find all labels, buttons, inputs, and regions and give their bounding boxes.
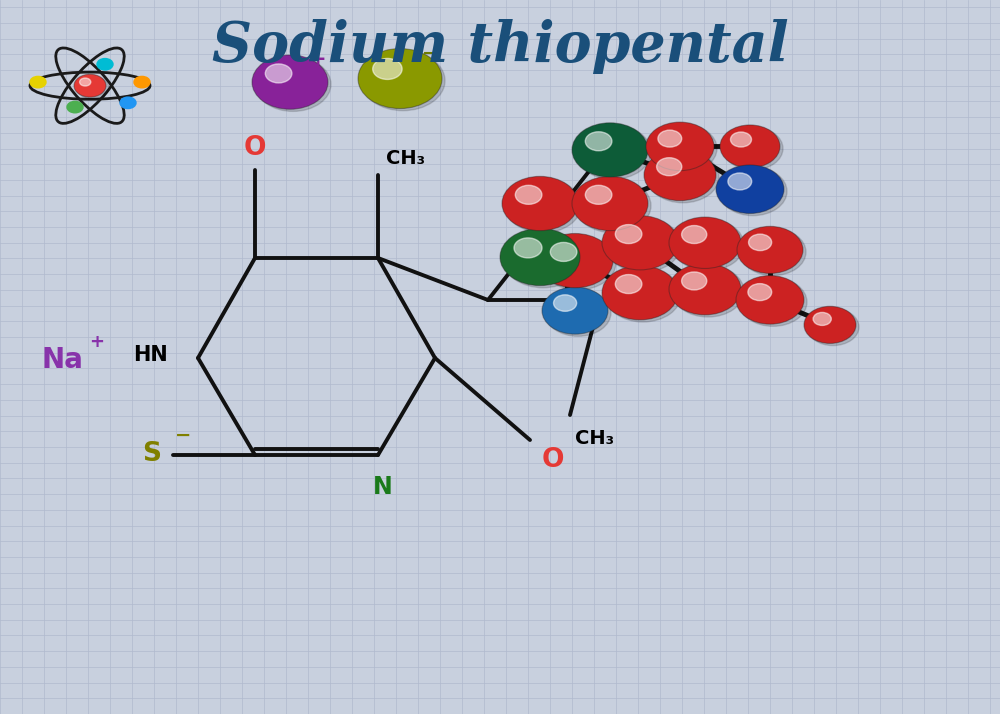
Text: O: O	[244, 136, 266, 161]
Circle shape	[30, 76, 46, 88]
Circle shape	[739, 278, 807, 326]
Circle shape	[602, 266, 678, 320]
Circle shape	[575, 178, 651, 233]
Circle shape	[736, 276, 804, 324]
Text: CH₃: CH₃	[598, 144, 637, 163]
Circle shape	[550, 243, 577, 261]
Circle shape	[545, 289, 611, 336]
Circle shape	[554, 295, 577, 311]
Circle shape	[723, 127, 783, 170]
Circle shape	[358, 49, 442, 109]
Circle shape	[255, 57, 331, 111]
Circle shape	[682, 272, 707, 290]
Circle shape	[542, 287, 608, 334]
Circle shape	[537, 233, 613, 288]
Circle shape	[669, 217, 741, 268]
Circle shape	[737, 226, 803, 273]
Circle shape	[80, 78, 91, 86]
Text: S: S	[142, 441, 161, 466]
Circle shape	[649, 124, 717, 173]
Circle shape	[373, 59, 402, 79]
Circle shape	[748, 283, 772, 301]
Circle shape	[515, 186, 542, 204]
Circle shape	[602, 216, 678, 270]
Circle shape	[807, 308, 859, 346]
Circle shape	[813, 313, 831, 326]
Circle shape	[575, 125, 651, 179]
Circle shape	[252, 55, 328, 109]
Text: +: +	[310, 50, 326, 69]
Circle shape	[615, 225, 642, 243]
Circle shape	[682, 226, 707, 243]
Text: N: N	[373, 475, 393, 499]
Text: −: −	[175, 426, 191, 445]
Text: −: −	[422, 44, 438, 63]
Circle shape	[728, 173, 752, 190]
Circle shape	[647, 151, 719, 203]
Circle shape	[120, 97, 136, 109]
Circle shape	[615, 275, 642, 293]
Circle shape	[605, 268, 681, 322]
Circle shape	[658, 130, 682, 147]
Text: CH₃: CH₃	[386, 149, 425, 168]
Text: CH₃: CH₃	[575, 429, 614, 448]
Circle shape	[134, 76, 150, 88]
Circle shape	[503, 231, 583, 288]
Circle shape	[502, 176, 578, 231]
Text: +: +	[90, 333, 104, 351]
Circle shape	[644, 149, 716, 201]
Text: HN: HN	[133, 345, 168, 365]
Circle shape	[572, 176, 648, 231]
Text: Sodium thiopental: Sodium thiopental	[212, 19, 788, 74]
Circle shape	[585, 132, 612, 151]
Circle shape	[719, 167, 787, 216]
Circle shape	[77, 76, 109, 99]
Text: Na: Na	[41, 346, 83, 374]
Circle shape	[585, 186, 612, 204]
Circle shape	[572, 123, 648, 177]
Text: O: O	[542, 447, 564, 473]
Circle shape	[646, 122, 714, 171]
Circle shape	[605, 218, 681, 272]
Circle shape	[67, 101, 83, 113]
Circle shape	[672, 219, 744, 271]
Circle shape	[716, 165, 784, 213]
Circle shape	[74, 74, 106, 97]
Circle shape	[361, 51, 445, 111]
Circle shape	[505, 178, 581, 233]
Circle shape	[749, 234, 772, 251]
Circle shape	[265, 64, 292, 83]
Circle shape	[804, 306, 856, 343]
Circle shape	[669, 263, 741, 315]
Circle shape	[672, 266, 744, 317]
Circle shape	[657, 158, 682, 176]
Circle shape	[514, 238, 542, 258]
Circle shape	[720, 125, 780, 168]
Circle shape	[730, 132, 752, 147]
Circle shape	[500, 228, 580, 286]
Circle shape	[97, 59, 113, 70]
Circle shape	[540, 236, 616, 290]
Circle shape	[740, 228, 806, 276]
